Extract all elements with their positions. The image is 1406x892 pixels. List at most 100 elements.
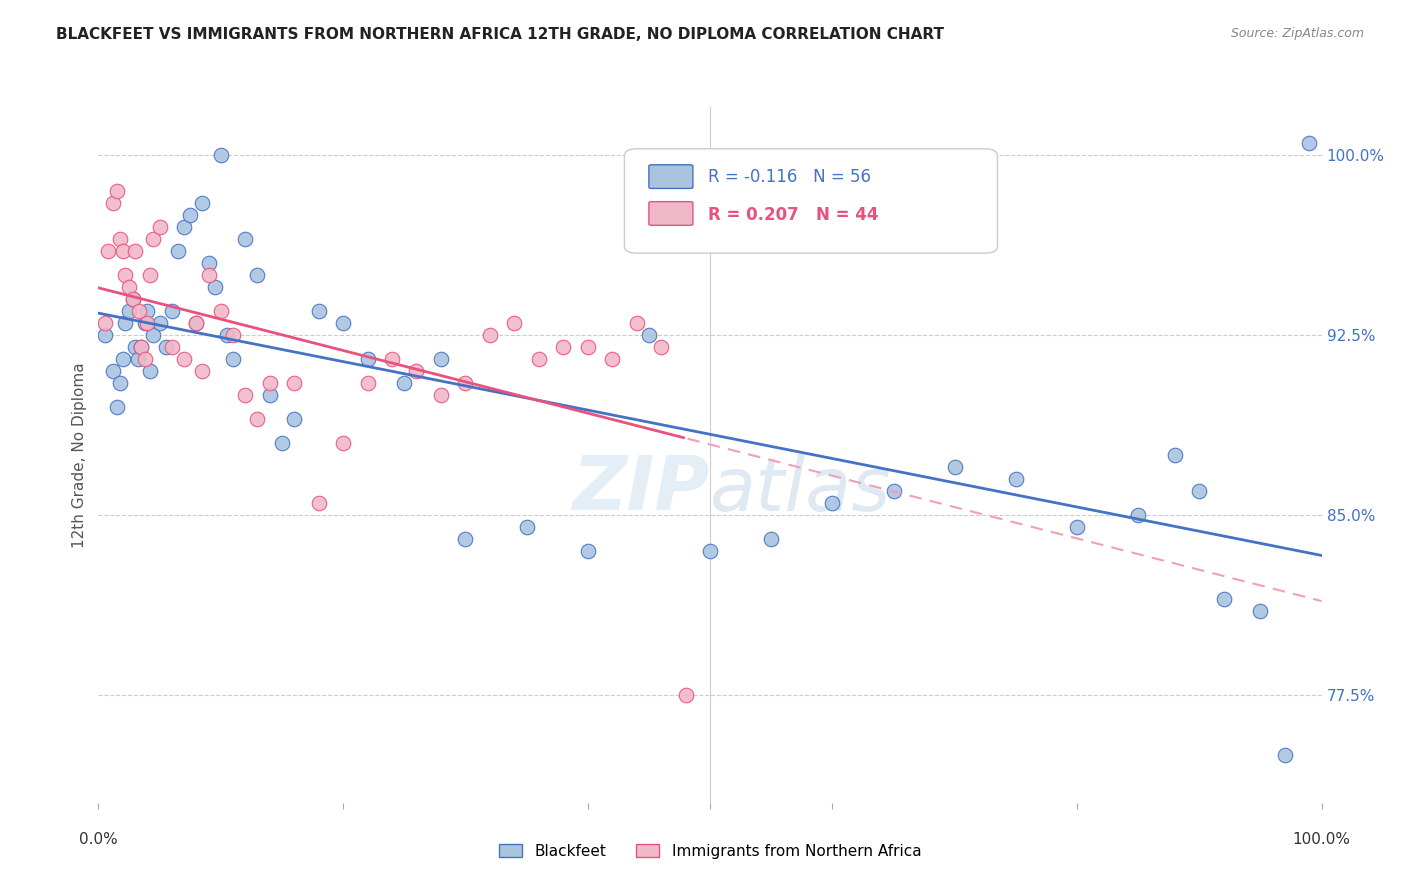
Point — [121, 292, 143, 306]
Point — [110, 232, 132, 246]
FancyBboxPatch shape — [650, 165, 693, 188]
Point — [136, 316, 159, 330]
Point — [430, 388, 453, 402]
Point — [111, 244, 134, 258]
Point — [149, 316, 172, 330]
Point — [93, 316, 115, 330]
Point — [191, 196, 214, 211]
Point — [283, 376, 305, 390]
Point — [197, 268, 219, 282]
Point — [197, 256, 219, 270]
Point — [110, 376, 132, 390]
Point — [356, 376, 378, 390]
Point — [527, 351, 550, 366]
Point — [139, 268, 162, 282]
FancyBboxPatch shape — [624, 149, 997, 253]
Point — [173, 219, 195, 234]
Point — [118, 304, 141, 318]
Point — [129, 340, 152, 354]
Point — [638, 328, 661, 343]
Point — [129, 340, 152, 354]
Point — [1274, 747, 1296, 762]
Point — [283, 412, 305, 426]
Point — [675, 688, 697, 702]
Point — [576, 340, 599, 354]
Point — [101, 196, 124, 211]
Point — [270, 436, 294, 450]
Point — [381, 351, 404, 366]
Point — [883, 483, 905, 498]
Point — [114, 316, 136, 330]
Legend: Blackfeet, Immigrants from Northern Africa: Blackfeet, Immigrants from Northern Afri… — [492, 838, 928, 864]
Point — [128, 304, 150, 318]
Point — [332, 436, 354, 450]
Point — [186, 316, 208, 330]
Point — [308, 304, 330, 318]
Point — [454, 376, 477, 390]
Text: R = 0.207   N = 44: R = 0.207 N = 44 — [707, 206, 879, 224]
Point — [222, 328, 245, 343]
Point — [626, 316, 648, 330]
Point — [233, 388, 256, 402]
FancyBboxPatch shape — [650, 202, 693, 226]
Point — [121, 292, 143, 306]
Point — [179, 208, 201, 222]
Point — [209, 304, 232, 318]
Point — [1066, 520, 1088, 534]
Point — [259, 376, 281, 390]
Point — [392, 376, 416, 390]
Text: ZIP: ZIP — [572, 453, 710, 526]
Point — [233, 232, 256, 246]
Point — [332, 316, 354, 330]
Point — [136, 304, 159, 318]
Point — [101, 364, 124, 378]
Point — [134, 351, 156, 366]
Point — [127, 351, 149, 366]
Point — [943, 459, 966, 474]
Point — [124, 244, 146, 258]
Text: BLACKFEET VS IMMIGRANTS FROM NORTHERN AFRICA 12TH GRADE, NO DIPLOMA CORRELATION : BLACKFEET VS IMMIGRANTS FROM NORTHERN AF… — [56, 27, 945, 42]
Point — [124, 340, 146, 354]
Point — [155, 340, 177, 354]
Point — [142, 328, 165, 343]
Point — [1004, 472, 1026, 486]
Point — [142, 232, 165, 246]
Point — [821, 496, 844, 510]
Point — [650, 340, 672, 354]
Point — [430, 351, 453, 366]
Point — [139, 364, 162, 378]
Point — [93, 328, 115, 343]
Point — [454, 532, 477, 546]
Point — [1249, 604, 1271, 618]
Text: atlas: atlas — [710, 454, 891, 525]
Point — [600, 351, 623, 366]
Point — [97, 244, 120, 258]
Text: 0.0%: 0.0% — [79, 831, 118, 847]
Point — [1212, 591, 1234, 606]
Point — [186, 316, 208, 330]
Point — [118, 280, 141, 294]
Point — [105, 184, 128, 198]
Point — [246, 412, 269, 426]
Point — [134, 316, 156, 330]
Point — [160, 340, 183, 354]
Point — [1164, 448, 1187, 462]
Point — [105, 400, 128, 414]
Point — [1298, 136, 1320, 150]
Point — [761, 532, 783, 546]
Y-axis label: 12th Grade, No Diploma: 12th Grade, No Diploma — [72, 362, 87, 548]
Point — [553, 340, 575, 354]
Point — [356, 351, 378, 366]
Text: R = -0.116   N = 56: R = -0.116 N = 56 — [707, 169, 870, 186]
Point — [1188, 483, 1211, 498]
Point — [576, 544, 599, 558]
Point — [503, 316, 526, 330]
Point — [1128, 508, 1150, 522]
Point — [308, 496, 330, 510]
Point — [222, 351, 245, 366]
Point — [209, 148, 232, 162]
Point — [160, 304, 183, 318]
Point — [515, 520, 537, 534]
Point — [246, 268, 269, 282]
Point — [478, 328, 501, 343]
